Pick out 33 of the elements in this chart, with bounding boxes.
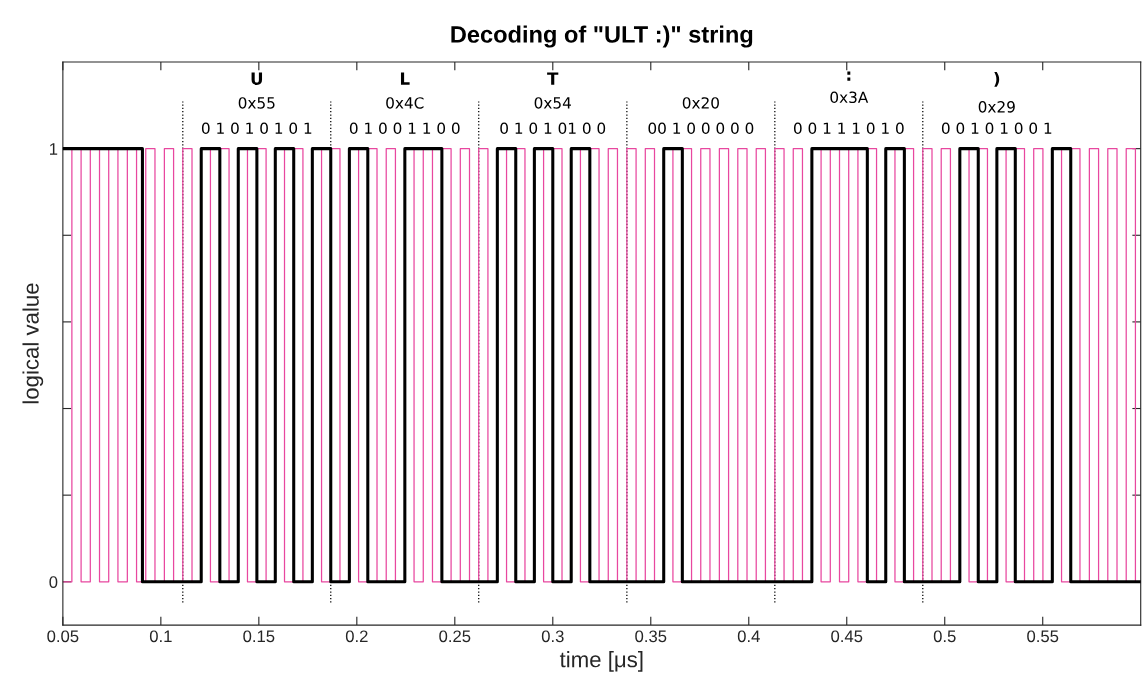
annotation: 00 1 0 0 0 0 0 [648,122,754,135]
chart-title: Decoding of "ULT :)" string [451,25,753,48]
x-tick-label: 0.45 [831,630,863,643]
annotation: 0x3A [830,91,869,104]
x-tick-label: 0.05 [47,630,79,643]
annotation: 0x55 [238,97,275,109]
annotation: 0x29 [978,101,1015,113]
x-axis-title: time [μs] [559,651,643,672]
annotation: U [251,72,263,85]
annotation: : [847,71,851,81]
annotation: 0x4C [386,97,424,109]
x-tick-label: 0.35 [635,630,667,643]
x-tick-label: 0.25 [439,630,471,643]
annotation: ) [994,71,1000,87]
y-tick-label: 1 [50,143,58,155]
x-tick-label: 0.2 [345,630,368,643]
annotation: 0 1 0 1 01 0 0 [500,122,606,135]
annotation: 0 0 1 0 1 0 0 1 [941,122,1052,135]
annotation: 0x54 [534,97,571,109]
x-tick-label: 0.4 [737,630,760,643]
annotation: 0x20 [682,97,719,109]
x-tick-label: 0.1 [149,630,172,643]
x-tick-label: 0.3 [541,630,564,643]
annotation: 0 0 1 1 1 0 1 0 [793,122,904,135]
y-tick-label: 0 [49,576,58,588]
x-tick-label: 0.15 [243,630,275,643]
annotation: L [400,72,410,85]
y-axis-title: logical value [22,283,44,404]
x-tick-label: 0.5 [933,630,956,643]
annotation: T [547,72,559,85]
annotation: 0 1 0 0 1 1 0 0 [349,122,460,135]
annotation: 0 1 0 1 0 1 0 1 [201,122,312,135]
x-tick-label: 0.55 [1027,630,1059,643]
